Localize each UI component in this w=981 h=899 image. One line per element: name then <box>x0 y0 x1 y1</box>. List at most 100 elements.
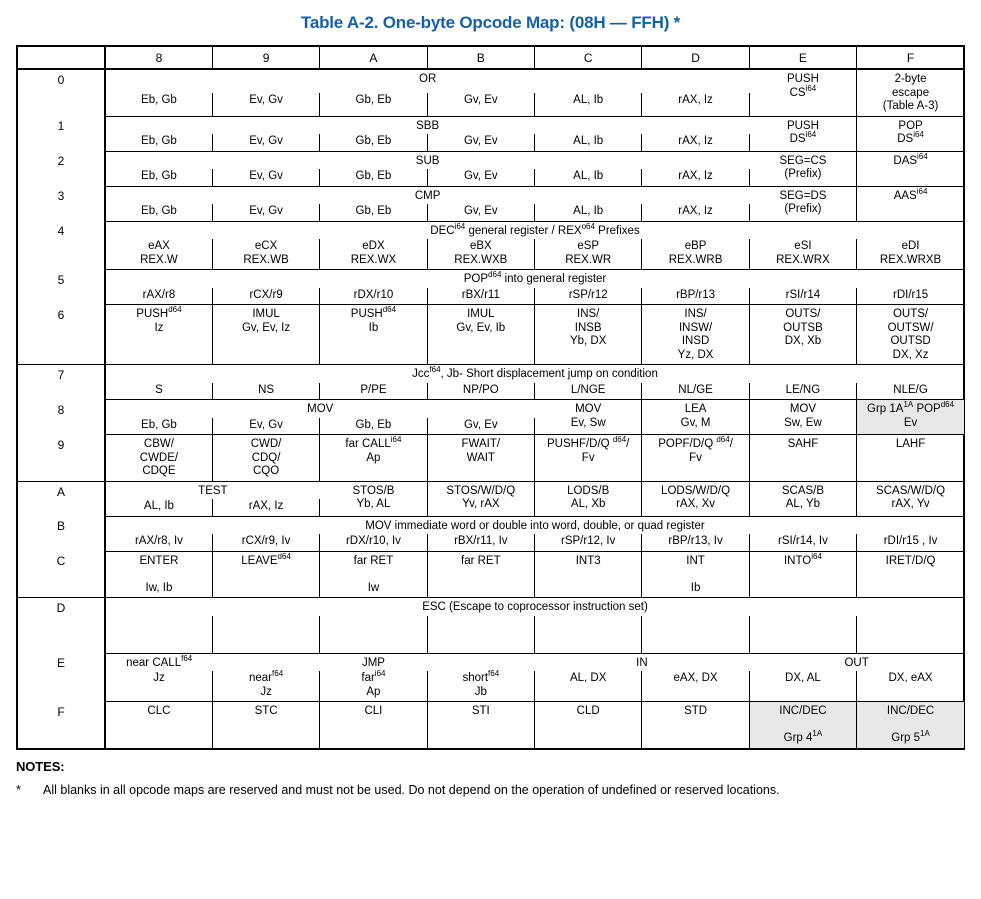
table-row: B MOV immediate word or double into word… <box>18 516 964 551</box>
column-header-row: 8 9 A B C D E F <box>18 47 964 70</box>
table-row: S NS P/PE NP/PO L/NGE NL/GE LE/NG NLE/G <box>18 382 964 400</box>
cell-FA: CLI <box>319 701 428 748</box>
cell-98: CBW/CWDE/CDQE <box>105 434 213 482</box>
cell-FC-l1: CLD <box>576 705 600 717</box>
cell-FE-l3: Grp 4 <box>783 732 813 744</box>
cell-1E: PUSH DSi64 <box>749 116 858 152</box>
cell-BE: rSI/r14, Iv <box>749 534 858 552</box>
cell-78: S <box>105 382 213 400</box>
cell-CC-l1: INT3 <box>575 554 601 567</box>
cell-FE-l1: INC/DEC <box>779 705 827 717</box>
cell-9C-l2: Fv <box>581 451 595 464</box>
cell-8F-pre: Grp 1A <box>867 403 904 415</box>
cell-9D-sup: d64 <box>716 435 730 445</box>
cell-98-l3: CDQE <box>142 465 176 477</box>
cell-6B-l1: IMUL <box>467 308 495 320</box>
cell-4D-l2: REX.WRB <box>668 253 723 266</box>
cell-2F: DASi64 <box>856 151 964 187</box>
cell-88-op: Eb, Gb <box>105 417 213 435</box>
cell-6C-l3: Yb, DX <box>569 335 607 347</box>
cell-B8: rAX/r8, Iv <box>105 534 213 552</box>
row-5-group-label: POPd64 into general register <box>105 270 964 288</box>
cell-3A-op: Gb, Eb <box>319 204 428 222</box>
cell-E9-l2: Jz <box>260 685 272 698</box>
page-title: Table A-2. One-byte Opcode Map: (08H — F… <box>300 13 681 32</box>
cell-39-op: Ev, Gv <box>212 204 321 222</box>
table-row: 0 OR PUSH CSi64 2-byte escape (Table A-3… <box>18 69 964 117</box>
cell-DC <box>534 615 643 654</box>
table-row: 9 CBW/CWDE/CDQE CWD/CDQ/CQO far CALLi64 A… <box>18 434 964 482</box>
row-4-label-sup1: i64 <box>454 221 466 231</box>
opcode-table-body: 0 OR PUSH CSi64 2-byte escape (Table A-3… <box>18 69 964 748</box>
cell-8F: Grp 1A1A POPd64 Ev <box>856 399 964 435</box>
cell-D8 <box>105 615 213 654</box>
cell-89-op: Ev, Gv <box>212 417 321 435</box>
cell-CB-l1: far RET <box>461 554 501 567</box>
cell-C9-sup: d64 <box>277 551 291 561</box>
cell-0B-op: Gv, Ev <box>427 93 536 117</box>
cell-8E-l1: MOV <box>789 403 817 415</box>
cell-EC: AL, DX <box>534 671 643 702</box>
table-row: Eb, Gb Ev, Gv Gb, Eb Gv, Ev AL, Ib rAX, … <box>18 134 964 152</box>
note-item: * All blanks in all opcode maps are rese… <box>16 783 965 797</box>
cell-2E-line1: SEG=CS <box>779 154 827 167</box>
row-label-4: 4 <box>18 221 106 270</box>
cell-4C-l1: eSP <box>577 240 600 252</box>
row-a-group-label: TEST <box>198 484 228 497</box>
cell-4B-l2: REX.WXB <box>454 253 508 266</box>
cell-9D-l1b: / <box>729 438 733 450</box>
cell-8D-l2: Gv, M <box>680 416 711 429</box>
cell-D9 <box>212 615 321 654</box>
cell-BD: rBP/r13, Iv <box>641 534 750 552</box>
cell-0C-op: AL, Ib <box>534 93 643 117</box>
cell-A8-op: AL, Ib <box>105 499 213 517</box>
column-header-e: E <box>749 47 858 70</box>
cell-8C: MOV Ev, Sw <box>534 399 643 435</box>
cell-9D-l1: POPF/D/Q <box>658 438 717 450</box>
row-label-3: 3 <box>18 186 106 221</box>
row-label-8: 8 <box>18 399 106 435</box>
cell-FC: CLD <box>534 701 643 748</box>
cell-F9-l1: STC <box>254 705 278 717</box>
cell-9F: LAHF <box>856 434 964 482</box>
cell-3C-op: AL, Ib <box>534 204 643 222</box>
table-row: Eb, Gb Ev, Gv Gb, Eb Gv, Ev AL, Ib rAX, … <box>18 93 964 117</box>
cell-1E-line2: DS <box>789 133 806 145</box>
column-header-a: A <box>319 47 428 70</box>
notes-section: NOTES: * All blanks in all opcode maps a… <box>16 759 965 797</box>
table-row: Eb, Gb Ev, Gv Gb, Eb Gv, Ev AL, Ib rAX, … <box>18 169 964 187</box>
cell-19-op: Ev, Gv <box>212 134 321 152</box>
cell-0F-line3: (Table A-3) <box>882 100 939 112</box>
cell-8C-l2: Ev, Sw <box>570 416 606 429</box>
cell-6D-l1: INS/ <box>684 308 707 320</box>
cell-CE: INTOi64 <box>749 551 858 598</box>
cell-1F-line2: DS <box>897 133 914 145</box>
opcode-table-container: 8 9 A B C D E F 0 OR PUSH CSi64 <box>16 45 965 750</box>
cell-2F-line1: DAS <box>893 154 918 167</box>
cell-9B-l2: WAIT <box>466 451 495 464</box>
cell-0E: PUSH CSi64 <box>749 69 858 117</box>
cell-29-op: Ev, Gv <box>212 169 321 187</box>
cell-C8-l3: Iw, Ib <box>145 581 173 594</box>
cell-8F-mid: POP <box>913 403 941 415</box>
cell-FD: STD <box>641 701 750 748</box>
row-e-in-label: IN <box>636 656 648 669</box>
cell-FF-sup: 1A <box>920 729 930 739</box>
cell-08-op: Eb, Gb <box>105 93 213 117</box>
cell-CA: far RET Iw <box>319 551 428 598</box>
cell-A9-op: rAX, Iz <box>212 499 321 517</box>
cell-2D-op: rAX, Iz <box>641 169 750 187</box>
row-label-e: E <box>18 653 106 702</box>
cell-F8: CLC <box>105 701 213 748</box>
table-row <box>18 615 964 654</box>
cell-6C-l2: INSB <box>574 321 602 334</box>
cell-FA-l1: CLI <box>364 705 383 717</box>
cell-48: eAX REX.W <box>105 239 213 270</box>
cell-0E-line1: PUSH <box>786 73 819 85</box>
row-label-b: B <box>18 516 106 551</box>
cell-9B-l1: FWAIT/ <box>461 438 501 450</box>
cell-2E: SEG=CS (Prefix) <box>749 151 858 187</box>
cell-3E-line1: SEG=DS <box>779 189 827 202</box>
cell-FE: INC/DEC Grp 41A <box>749 701 858 748</box>
